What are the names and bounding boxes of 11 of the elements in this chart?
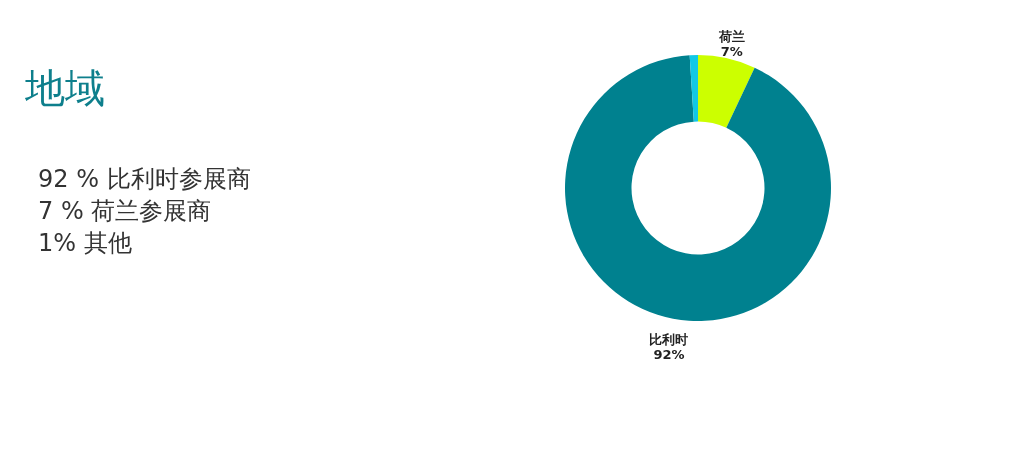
- donut-slice: [689, 55, 698, 122]
- donut-slice: [565, 55, 831, 321]
- text: 1% 其他: [38, 229, 132, 257]
- slice-label: 荷兰: [717, 28, 745, 44]
- text: 7 % 荷兰参展商: [38, 197, 212, 225]
- data-label: 92%: [653, 347, 685, 363]
- slice-label: 比利时: [649, 332, 689, 348]
- text: 92 % 比利时参展商: [38, 165, 251, 193]
- data-label: 7%: [720, 43, 743, 59]
- donut-slice: [698, 55, 755, 128]
- text: 地域: [24, 65, 105, 111]
